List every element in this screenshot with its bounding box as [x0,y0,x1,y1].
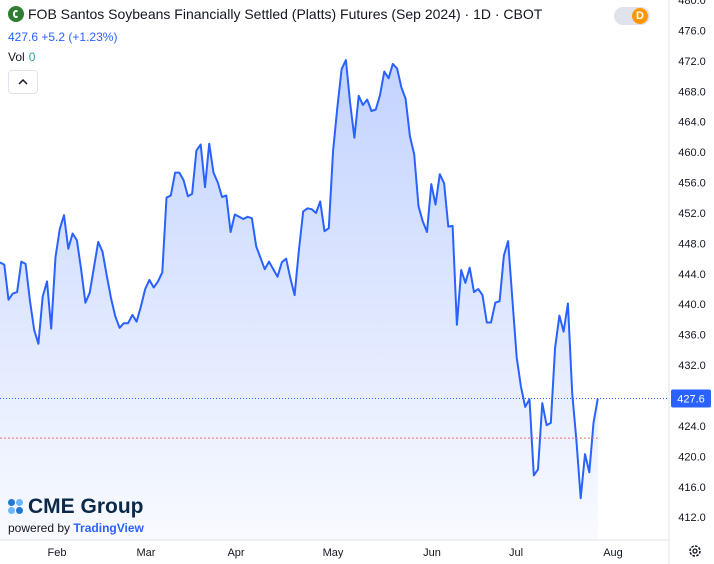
x-tick-label: May [323,547,344,559]
symbol-logo-icon [8,6,24,22]
y-tick-label: 464.0 [678,117,706,129]
powered-by-prefix: powered by [8,521,71,535]
x-tick-label: Jun [423,547,441,559]
last-price-badge [671,389,711,408]
y-tick-label: 472.0 [678,56,706,68]
y-tick-label: 412.0 [678,512,706,524]
price-change: +5.2 [41,30,66,44]
y-tick-label: 424.0 [678,421,706,433]
x-tick-label: Aug [603,547,623,559]
y-tick-label: 432.0 [678,360,706,372]
cme-globe-icon [8,499,24,515]
y-tick-label: 480.0 [678,0,706,7]
y-tick-label: 460.0 [678,147,706,159]
x-tick-label: Jul [509,547,523,559]
interval-toggle[interactable]: D [614,7,650,25]
price-area-fill [0,60,598,540]
y-tick-label: 452.0 [678,208,706,220]
interval-toggle-knob: D [632,8,648,24]
y-tick-label: 436.0 [678,330,706,342]
x-tick-label: Feb [48,547,67,559]
y-tick-label: 416.0 [678,482,706,494]
chart-title: FOB Santos Soybeans Financially Settled … [28,6,543,22]
volume-legend: Vol 0 [8,50,35,64]
y-tick-label: 444.0 [678,269,706,281]
settings-button[interactable] [688,544,702,561]
volume-value: 0 [28,50,36,64]
gear-icon [689,545,701,557]
quote-line: 427.6 +5.2 (+1.23%) [8,30,117,44]
chevron-up-icon [18,78,28,85]
y-tick-label: 468.0 [678,86,706,98]
y-tick-label: 476.0 [678,25,706,37]
brand-name: CME Group [28,495,144,518]
price-change-percent: (+1.23%) [68,30,118,44]
price-line [0,59,599,500]
y-tick-label: 448.0 [678,238,706,250]
powered-by[interactable]: powered by TradingView [8,521,144,535]
y-tick-label: 420.0 [678,451,706,463]
last-price-badge-label: 427.6 [677,394,705,406]
x-tick-label: Mar [137,547,156,559]
y-tick-label: 440.0 [678,299,706,311]
chart-header: FOB Santos Soybeans Financially Settled … [8,6,542,22]
tradingview-link[interactable]: TradingView [73,521,144,535]
last-price: 427.6 [8,30,39,44]
volume-label: Vol [8,50,25,64]
cme-logo: CME Group powered by TradingView [8,495,144,535]
x-tick-label: Apr [227,547,244,559]
y-tick-label: 456.0 [678,178,706,190]
legend-collapse-button[interactable] [8,70,38,94]
